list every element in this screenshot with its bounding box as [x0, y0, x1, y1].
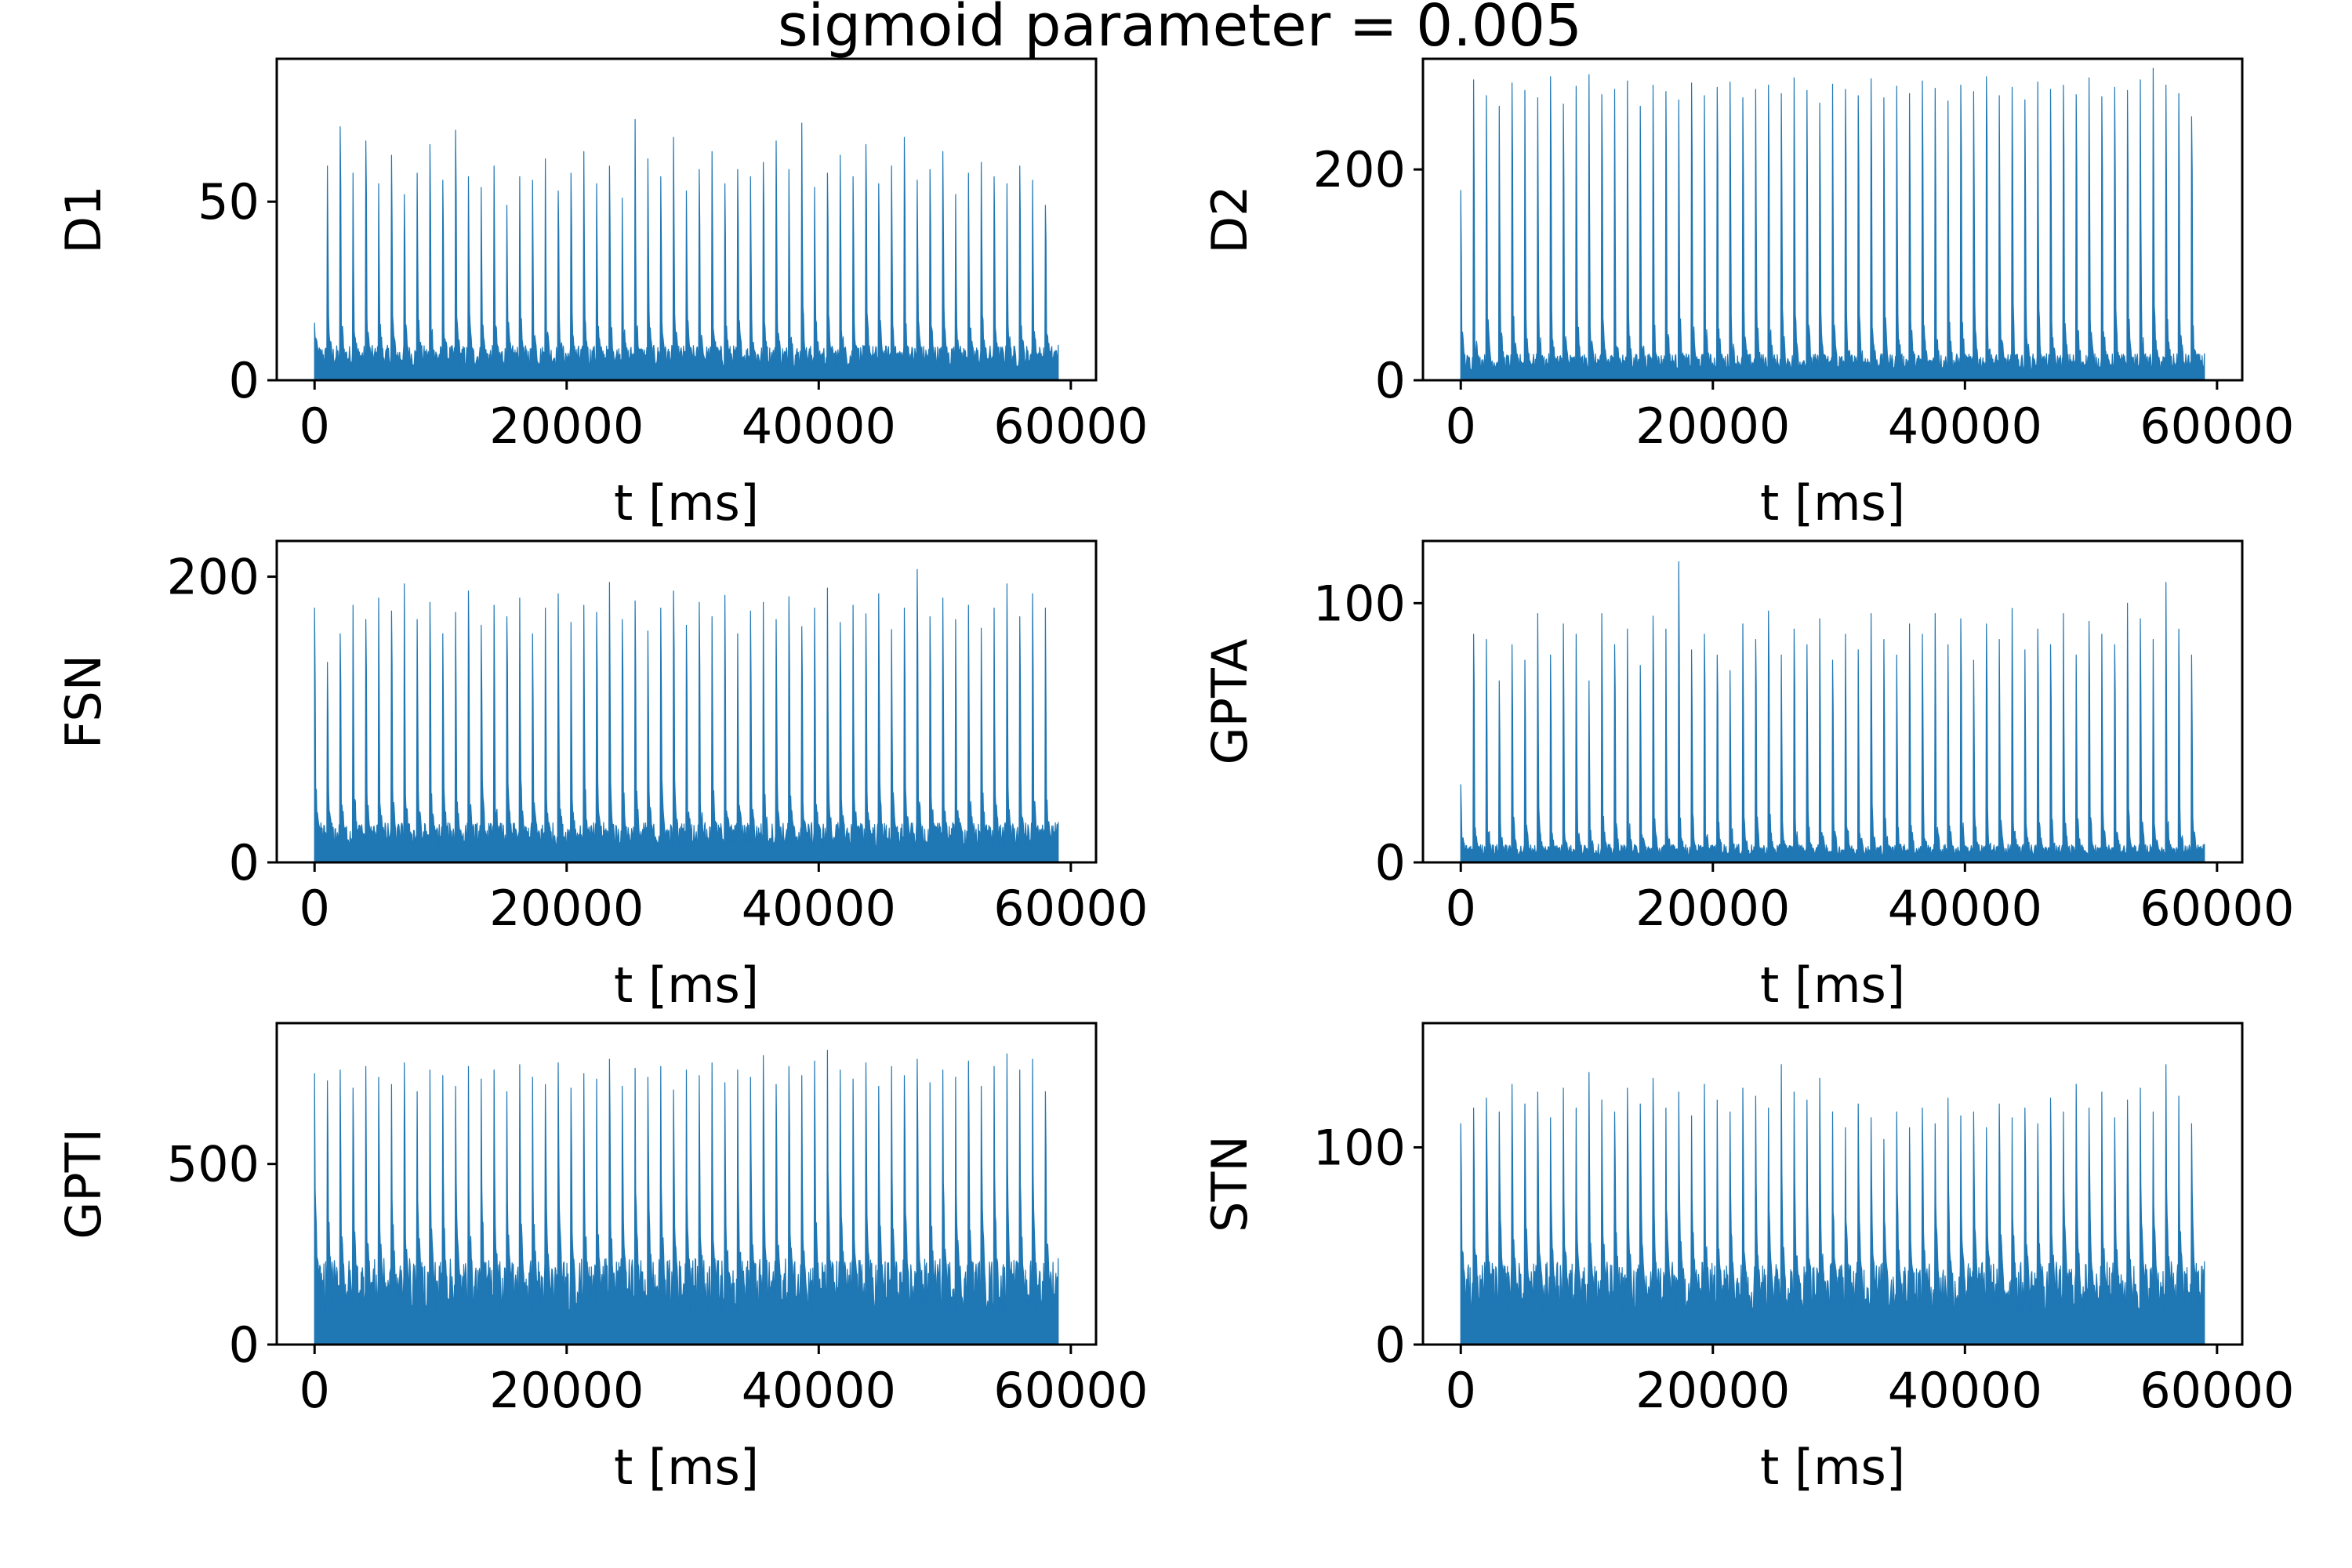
- axes-frame-d1: [275, 57, 1098, 382]
- x-tick-label: 60000: [2140, 880, 2294, 937]
- y-tick-label: 0: [229, 1316, 260, 1374]
- subplot-d2: 0 20000 40000 60000 0 200 t [ms] D2: [1201, 57, 2294, 532]
- x-axis-label-d1: t [ms]: [614, 474, 759, 532]
- y-tick-label: 0: [1375, 1316, 1406, 1374]
- x-axis-label-stn: t [ms]: [1760, 1439, 1905, 1496]
- series-stn-trace: [1460, 1064, 2205, 1345]
- series-gpta-trace: [1460, 561, 2205, 863]
- x-tick-label: 0: [1446, 397, 1476, 455]
- x-axis-label-fsn: t [ms]: [614, 956, 759, 1014]
- figure-title: sigmoid parameter = 0.005: [778, 0, 1582, 60]
- x-tick-label: 20000: [489, 1362, 644, 1419]
- subplot-fsn: 0 20000 40000 60000 0 200 t [ms] FSN: [55, 539, 1148, 1014]
- x-tick-label: 40000: [742, 880, 896, 937]
- x-tick-label: 0: [1446, 1362, 1476, 1419]
- y-axis-label-d1: D1: [55, 185, 112, 253]
- axes-frame-fsn: [275, 539, 1098, 864]
- x-tick-label: 0: [1446, 880, 1476, 937]
- y-tick-label: 200: [1313, 141, 1406, 198]
- x-tick-label: 60000: [993, 880, 1148, 937]
- subplot-d1: 0 20000 40000 60000 0 50 t [ms] D1: [55, 57, 1148, 532]
- series-gpti-trace: [314, 1050, 1059, 1345]
- x-tick-label: 0: [299, 397, 330, 455]
- y-tick-label: 50: [198, 173, 260, 230]
- x-tick-label: 40000: [1888, 880, 2042, 937]
- x-tick-label: 40000: [1888, 397, 2042, 455]
- axes-frame-stn: [1421, 1022, 2244, 1346]
- y-tick-label: 200: [167, 549, 260, 606]
- x-tick-label: 40000: [742, 1362, 896, 1419]
- y-tick-label: 0: [229, 834, 260, 891]
- x-tick-label: 20000: [1635, 880, 1790, 937]
- x-tick-label: 60000: [2140, 1362, 2294, 1419]
- series-fsn-trace: [314, 568, 1059, 863]
- series-d2-trace: [1460, 67, 2205, 381]
- x-tick-label: 0: [299, 1362, 330, 1419]
- series-d1-trace: [314, 118, 1059, 381]
- axes-frame-gpti: [275, 1022, 1098, 1346]
- subplot-stn: 0 20000 40000 60000 0 100 t [ms] STN: [1201, 1022, 2294, 1496]
- x-tick-label: 60000: [993, 1362, 1148, 1419]
- y-tick-label: 500: [167, 1136, 260, 1193]
- y-tick-label: 100: [1313, 1119, 1406, 1176]
- axes-frame-gpta: [1421, 539, 2244, 864]
- subplot-gpti: 0 20000 40000 60000 0 500 t [ms] GPTI: [55, 1022, 1148, 1496]
- y-axis-label-fsn: FSN: [55, 655, 112, 749]
- y-tick-label: 0: [229, 352, 260, 409]
- x-tick-label: 20000: [489, 397, 644, 455]
- x-tick-label: 20000: [1635, 1362, 1790, 1419]
- x-tick-label: 60000: [993, 397, 1148, 455]
- x-tick-label: 0: [299, 880, 330, 937]
- y-axis-label-d2: D2: [1201, 185, 1258, 253]
- x-axis-label-gpti: t [ms]: [614, 1439, 759, 1496]
- x-tick-label: 40000: [1888, 1362, 2042, 1419]
- axes-frame-d2: [1421, 57, 2244, 382]
- x-tick-label: 40000: [742, 397, 896, 455]
- x-axis-label-gpta: t [ms]: [1760, 956, 1905, 1014]
- y-tick-label: 100: [1313, 575, 1406, 632]
- subplot-gpta: 0 20000 40000 60000 0 100 t [ms] GPTA: [1201, 539, 2294, 1014]
- x-tick-label: 20000: [1635, 397, 1790, 455]
- y-axis-label-gpta: GPTA: [1201, 639, 1258, 765]
- y-axis-label-gpti: GPTI: [55, 1128, 112, 1240]
- x-tick-label: 60000: [2140, 397, 2294, 455]
- y-tick-label: 0: [1375, 834, 1406, 891]
- y-tick-label: 0: [1375, 352, 1406, 409]
- x-axis-label-d2: t [ms]: [1760, 474, 1905, 532]
- y-axis-label-stn: STN: [1201, 1135, 1258, 1232]
- x-tick-label: 20000: [489, 880, 644, 937]
